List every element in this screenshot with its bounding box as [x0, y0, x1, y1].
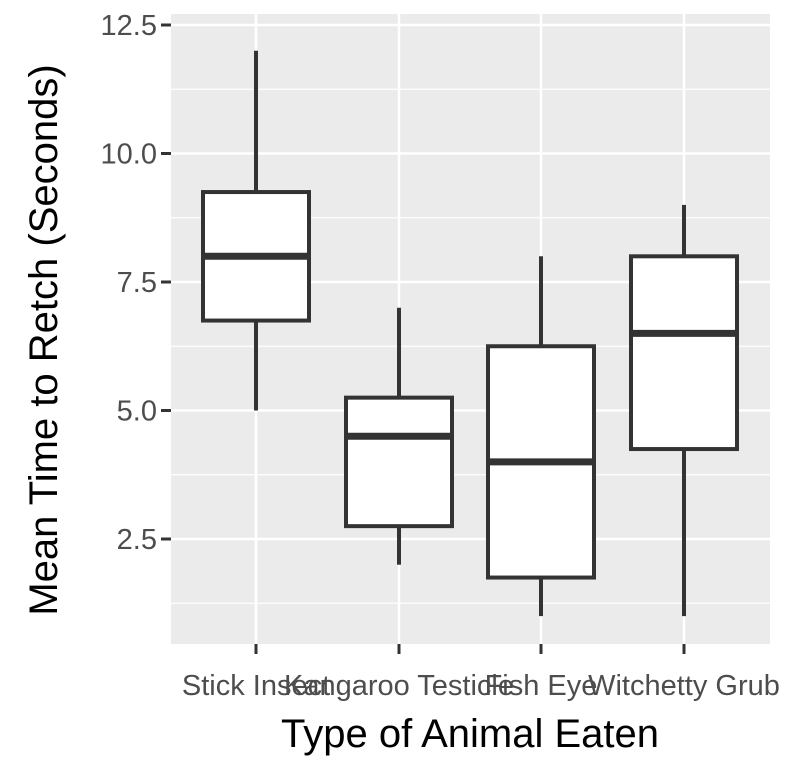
- boxes: [201, 50, 739, 617]
- x-tick-label: Stick Insect: [182, 670, 330, 702]
- y-tick-label: 5.0: [117, 396, 157, 428]
- box-kangaroo-testicle: [344, 307, 454, 565]
- box-stick-insect: [201, 50, 311, 411]
- y-tick-label: 12.5: [101, 10, 157, 42]
- box-witchetty-grub: [629, 204, 739, 617]
- x-tick-label: Fish Eye: [485, 670, 598, 702]
- y-tick-label: 10.0: [101, 139, 157, 171]
- y-axis-title: Mean Time to Retch (Seconds): [22, 64, 66, 615]
- box-iqr: [629, 254, 739, 452]
- y-axis-ticks: 2.5 5.0 7.5 10.0 12.5: [101, 10, 171, 556]
- box-fish-eye: [486, 256, 596, 617]
- x-axis-title: Type of Animal Eaten: [281, 712, 659, 756]
- x-tick-label: Witchetty Grub: [588, 670, 780, 702]
- y-tick-label: 7.5: [117, 267, 157, 299]
- x-tick-label: Kangaroo Testicle: [284, 670, 514, 702]
- box-iqr: [344, 395, 454, 529]
- y-tick-label: 2.5: [117, 524, 157, 556]
